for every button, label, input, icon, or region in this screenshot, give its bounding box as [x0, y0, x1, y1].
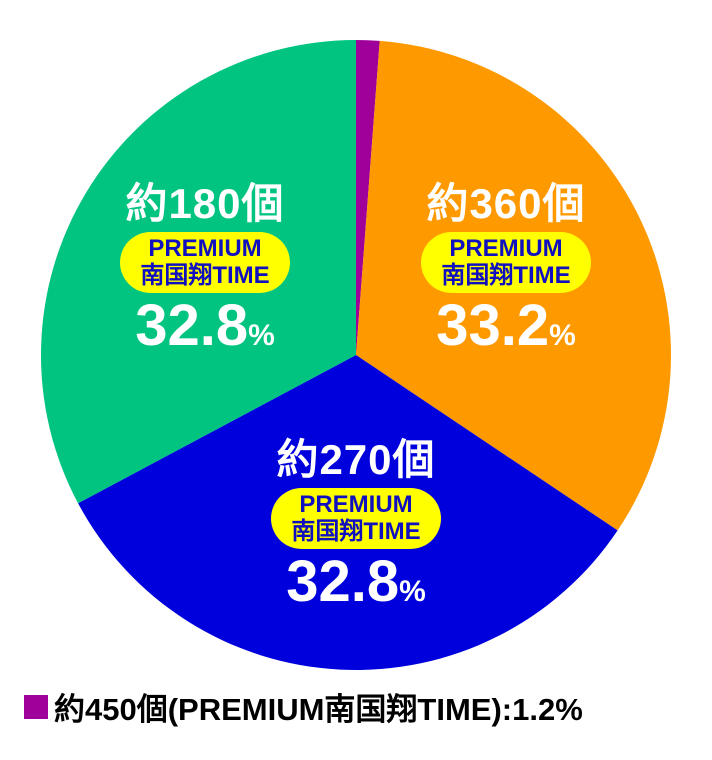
badge-line-2: 南国翔TIME — [441, 262, 571, 289]
slice-label-2: 約270個 PREMIUM 南国翔TIME 32.8% — [236, 436, 476, 623]
legend: 約450個(PREMIUM南国翔TIME):1.2% — [24, 684, 583, 729]
slice-label-3: 約180個 PREMIUM 南国翔TIME 32.8% — [85, 180, 325, 367]
percent-unit: % — [248, 319, 275, 352]
percent-unit: % — [549, 319, 576, 352]
percent-unit: % — [399, 575, 426, 608]
badge-line-2: 南国翔TIME — [291, 518, 421, 545]
premium-badge: PREMIUM 南国翔TIME — [421, 232, 591, 293]
slice-count-label: 約360個 — [426, 180, 586, 227]
slice-percent-label: 33.2% — [386, 295, 626, 367]
percent-value: 33.2 — [436, 293, 550, 358]
legend-text: 約450個(PREMIUM南国翔TIME):1.2% — [54, 692, 583, 727]
percent-value: 32.8 — [286, 549, 400, 614]
premium-badge: PREMIUM 南国翔TIME — [120, 232, 290, 293]
percent-value: 32.8 — [135, 293, 249, 358]
slice-count-label: 約270個 — [276, 436, 436, 483]
pie-slice-0 — [356, 40, 380, 355]
legend-swatch — [24, 694, 48, 719]
badge-line-2: 南国翔TIME — [140, 262, 270, 289]
badge-line-1: PREMIUM — [148, 235, 262, 262]
badge-line-1: PREMIUM — [299, 491, 413, 518]
slice-percent-label: 32.8% — [85, 295, 325, 367]
slice-percent-label: 32.8% — [236, 551, 476, 623]
premium-badge: PREMIUM 南国翔TIME — [271, 488, 441, 549]
slice-label-1: 約360個 PREMIUM 南国翔TIME 33.2% — [386, 180, 626, 367]
badge-line-1: PREMIUM — [449, 235, 563, 262]
slice-count-label: 約180個 — [125, 180, 285, 227]
